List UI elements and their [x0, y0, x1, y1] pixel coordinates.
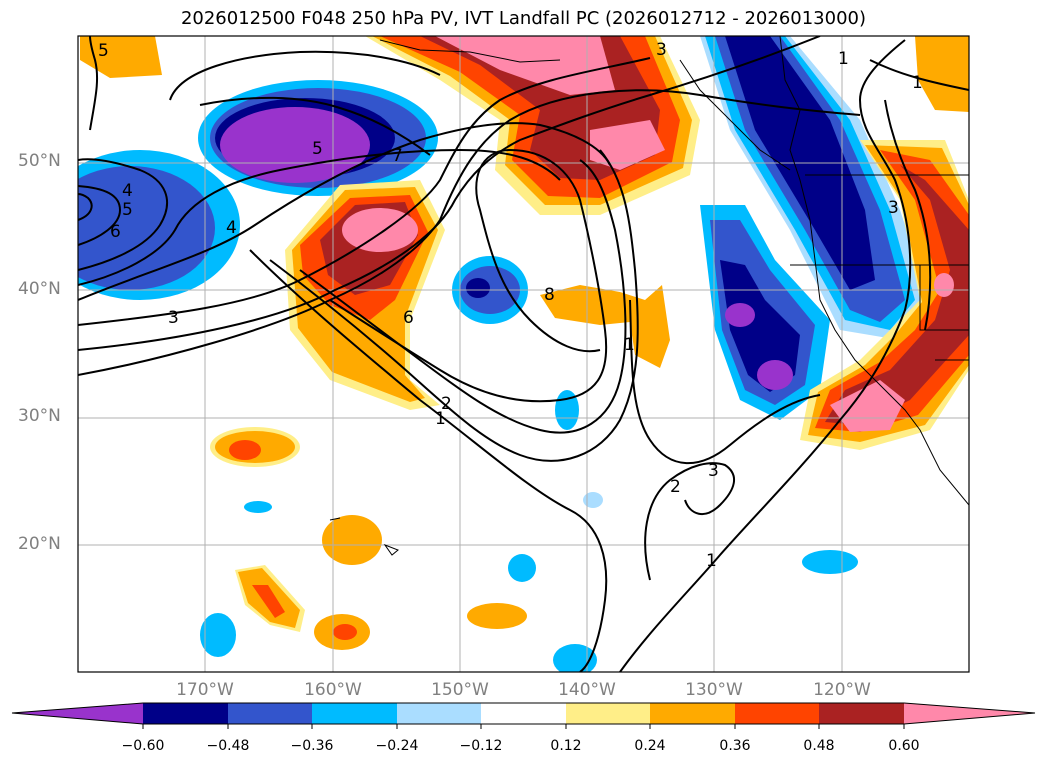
contour-label: 3: [888, 198, 899, 218]
contour-label: 1: [624, 335, 635, 355]
negative-anomaly-small: [200, 390, 858, 672]
contour-line: [199, 96, 431, 156]
contour-line: [78, 57, 651, 326]
contour-label: 2: [670, 477, 681, 497]
contour-line: [169, 50, 441, 101]
contour-line: [619, 39, 912, 672]
contour-label: 3: [168, 308, 179, 328]
colorbar-segment: [312, 703, 397, 724]
colorbar-segment: [650, 703, 735, 724]
lat-label-40n: 40°N: [18, 279, 61, 299]
contour-line: [78, 148, 561, 286]
contour-label: 3: [708, 461, 719, 481]
colorbar-extend-high: [904, 703, 1035, 724]
contour-labels: 5 7 4 5 6 4 3 6 2 1 8 1 2 3 1 1 1 3 5 3: [98, 40, 923, 571]
contour-label: 1: [912, 73, 923, 93]
contour-line: [644, 462, 735, 581]
contour-line: [78, 185, 122, 246]
colorbar-tick-label: 0.60: [888, 738, 920, 754]
contour-label: 1: [435, 409, 446, 429]
colorbar-tick-label: −0.48: [206, 738, 250, 754]
contour-label: 5: [122, 200, 133, 220]
contour-label: 1: [838, 49, 849, 69]
contour-label: 1: [706, 551, 717, 571]
colorbar-segment: [143, 703, 228, 724]
contour-label: 8: [544, 285, 555, 305]
contour-line: [629, 299, 821, 465]
contour-label: 5: [312, 139, 323, 159]
colorbar-tick-label: 0.48: [803, 738, 835, 754]
negative-anomaly-upper-left: [198, 80, 438, 196]
contour-label: 6: [403, 308, 414, 328]
lon-label-170w: 170°W: [176, 680, 234, 700]
contour-line: [78, 158, 169, 271]
colorbar-tick-label: −0.24: [375, 738, 419, 754]
contour-label: 5: [98, 41, 109, 61]
negative-anomaly-far-left: [78, 150, 240, 300]
contour-line: [869, 59, 969, 91]
coastlines: [329, 36, 969, 556]
lat-label-30n: 30°N: [18, 406, 61, 426]
contour-line: [249, 249, 608, 672]
colorbar-extend-low: [12, 703, 143, 724]
pv-contours: [78, 36, 969, 672]
contour-line: [299, 159, 627, 434]
contour-label: 7: [392, 146, 403, 166]
negative-anomaly-offshore: [700, 205, 830, 420]
colorbar-segment: [481, 703, 566, 724]
lon-label-140w: 140°W: [558, 680, 616, 700]
map-frame: [77, 35, 970, 673]
contour-label: 4: [122, 181, 133, 201]
map-title: 2026012500 F048 250 hPa PV, IVT Landfall…: [180, 8, 867, 29]
contour-line: [78, 89, 861, 376]
colorbar-tick-label: 0.36: [719, 738, 751, 754]
lon-label-150w: 150°W: [431, 680, 489, 700]
lon-label-160w: 160°W: [304, 680, 362, 700]
colorbar-tick-label: 0.24: [634, 738, 666, 754]
colorbar-segment: [397, 703, 481, 724]
colorbar-segment: [228, 703, 312, 724]
lat-label-20n: 20°N: [18, 534, 61, 554]
contour-line: [78, 36, 821, 351]
lon-label-120w: 120°W: [813, 680, 871, 700]
colorbar-tick-label: −0.60: [121, 738, 165, 754]
colorbar-segment: [735, 703, 819, 724]
contour-label: 4: [226, 218, 237, 238]
positive-anomaly-central: [285, 180, 445, 410]
contour-line: [884, 99, 932, 331]
contour-line: [78, 193, 93, 221]
colorbar-segment: [566, 703, 650, 724]
colorbar-tick-label: −0.12: [459, 738, 503, 754]
lon-label-130w: 130°W: [685, 680, 743, 700]
contour-line: [329, 148, 608, 403]
contour-line: [78, 122, 611, 301]
contour-label: 3: [656, 40, 667, 60]
contour-label: 6: [110, 222, 121, 242]
colorbar-ticks: [142, 724, 905, 729]
colorbar-tick-label: 0.12: [550, 738, 582, 754]
colorbar-segment: [819, 703, 904, 724]
contour-line: [269, 149, 639, 462]
contour-line: [89, 36, 99, 131]
colorbar: [11, 702, 1036, 729]
contour-label: 2: [441, 394, 452, 414]
lat-label-50n: 50°N: [18, 151, 61, 171]
colorbar-tick-label: −0.36: [290, 738, 334, 754]
